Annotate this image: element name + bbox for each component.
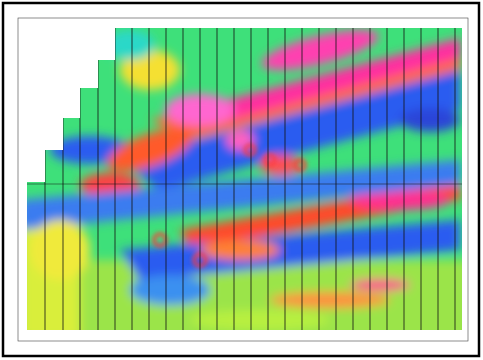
survey-map-view: [0, 0, 483, 360]
page: (() => { const data = JSON.parse(documen…: [0, 0, 483, 360]
